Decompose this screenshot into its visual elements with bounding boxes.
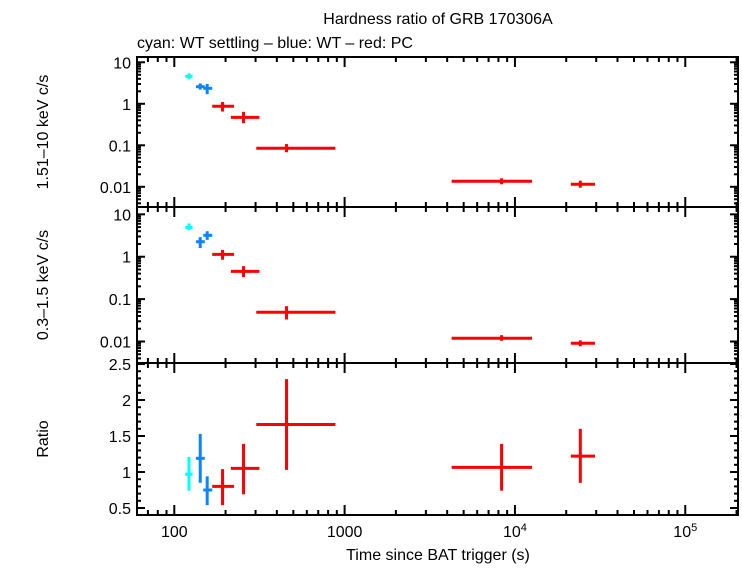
x-tick-exponent: 4 [521, 522, 527, 534]
data-point-wt [195, 433, 205, 483]
data-point-pc [256, 144, 336, 153]
y-tick-label: 1 [122, 465, 131, 482]
data-point-pc [256, 379, 336, 470]
y-axis-label: 0.3–1.5 keV c/s [35, 230, 52, 340]
data-point-wt-settling [185, 456, 193, 491]
y-tick-label: 1 [122, 97, 131, 114]
data-point-pc [451, 178, 533, 185]
data-point-pc [451, 443, 533, 491]
panel-frame [136, 56, 739, 208]
data-point-pc [230, 266, 260, 278]
data-point-pc [570, 428, 595, 483]
y-tick-label: 10 [113, 207, 131, 224]
x-tick-label: 1000 [327, 524, 363, 541]
data-point-pc [451, 335, 533, 341]
data-point-pc [256, 306, 336, 320]
x-tick-exponent: 5 [691, 522, 697, 534]
panel-1: 10 1 0.1 0.01 1.51–10 keV c/s [35, 55, 739, 208]
plot-area: 10 1 0.1 0.01 1.51–10 keV c/s 10 1 0.1 0.01 0.3–1… [35, 55, 739, 541]
panel-2: 10 1 0.1 0.01 0.3–1.5 keV c/s [35, 206, 739, 364]
data-point-wt [203, 231, 213, 240]
x-tick-label: 105 [673, 522, 697, 541]
data-point-wt [203, 476, 213, 506]
data-point-pc [230, 111, 260, 124]
y-axis-label: 1.51–10 keV c/s [35, 75, 52, 190]
y-tick-label: 2.5 [109, 357, 131, 374]
data-point-wt [195, 237, 205, 249]
data-point-wt [195, 83, 205, 90]
panel-3: 0.5 1 1.5 2 2.5 Ratio [35, 357, 739, 518]
data-point-wt-settling [185, 73, 193, 80]
y-tick-label: 0.01 [100, 180, 131, 197]
data-point-wt [203, 83, 213, 95]
y-tick-label: 0.01 [100, 334, 131, 351]
data-point-pc [212, 249, 234, 260]
data-point-wt-settling [185, 223, 193, 231]
chart-subtitle: cyan: WT settling – blue: WT – red: PC [137, 35, 413, 52]
data-point-pc [570, 340, 595, 347]
y-tick-label: 1.5 [109, 429, 131, 446]
panel-frame [136, 362, 739, 516]
chart-title: Hardness ratio of GRB 170306A [323, 11, 553, 28]
data-point-pc [212, 102, 234, 112]
panel-frame [136, 206, 739, 364]
x-tick-label: 100 [161, 524, 188, 541]
y-tick-label: 0.1 [109, 292, 131, 309]
x-axis-label: Time since BAT trigger (s) [346, 547, 530, 564]
data-point-pc [212, 469, 234, 506]
data-point-pc [570, 180, 595, 188]
y-tick-label: 0.5 [109, 501, 131, 518]
y-axis-label: Ratio [35, 420, 52, 457]
y-tick-label: 2 [122, 393, 131, 410]
y-tick-label: 0.1 [109, 138, 131, 155]
x-tick-label: 104 [503, 522, 527, 541]
y-tick-label: 1 [122, 250, 131, 267]
data-point-pc [230, 443, 260, 495]
y-tick-label: 10 [113, 55, 131, 72]
